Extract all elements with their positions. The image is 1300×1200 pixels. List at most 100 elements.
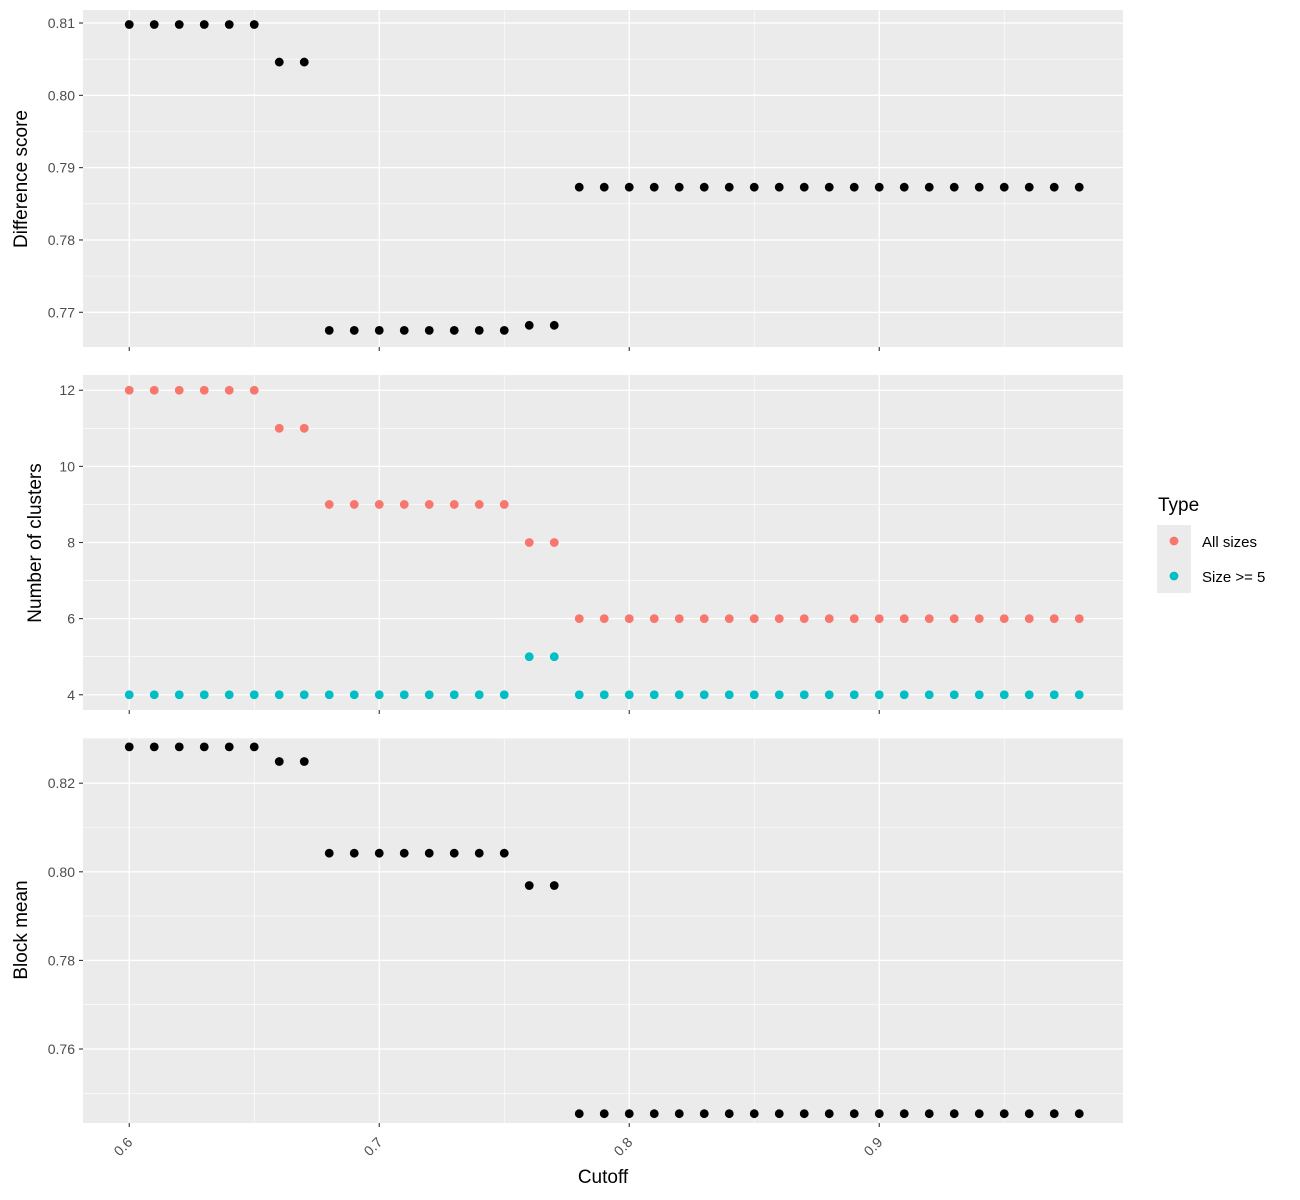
point-block-mean [149, 742, 159, 752]
point-all-sizes [724, 614, 734, 624]
point-difference-score [849, 182, 859, 192]
point-block-mean [474, 848, 484, 858]
point-all-sizes [274, 423, 284, 433]
point-block-mean [699, 1109, 709, 1119]
point-difference-score [699, 182, 709, 192]
y-tick-label: 0.77 [48, 304, 75, 320]
point-difference-score [549, 320, 559, 330]
point-difference-score [724, 182, 734, 192]
point-size-5 [199, 690, 209, 700]
point-size-5 [549, 652, 559, 662]
point-all-sizes [649, 614, 659, 624]
point-difference-score [424, 325, 434, 335]
point-size-5 [874, 690, 884, 700]
point-block-mean [249, 742, 259, 752]
point-size-5 [274, 690, 284, 700]
y-axis-title-difference-score: Difference score [11, 110, 32, 248]
point-block-mean [999, 1109, 1009, 1119]
point-difference-score [824, 182, 834, 192]
point-size-5 [149, 690, 159, 700]
point-all-sizes [399, 500, 409, 509]
point-all-sizes [424, 500, 434, 509]
y-tick-label: 0.79 [48, 160, 75, 176]
legend-key-all-sizes [1169, 536, 1179, 546]
point-block-mean [549, 881, 559, 890]
point-all-sizes [349, 500, 359, 509]
point-difference-score [474, 325, 484, 335]
point-size-5 [324, 690, 334, 700]
point-all-sizes [874, 614, 884, 624]
point-difference-score [749, 182, 759, 192]
point-difference-score [774, 182, 784, 192]
point-size-5 [899, 690, 909, 700]
y-axis-title-number-of-clusters: Number of clusters [25, 463, 46, 622]
point-difference-score [299, 57, 309, 67]
point-difference-score [349, 325, 359, 335]
point-size-5 [774, 690, 784, 700]
point-block-mean [199, 742, 209, 752]
point-difference-score [174, 20, 184, 29]
point-size-5 [1074, 690, 1084, 700]
y-axis-title-block-mean: Block mean [11, 880, 32, 979]
point-all-sizes [824, 614, 834, 624]
point-difference-score [124, 20, 134, 29]
point-difference-score [449, 325, 459, 335]
point-difference-score [1074, 182, 1084, 192]
point-block-mean [774, 1109, 784, 1119]
y-tick-label: 0.80 [48, 87, 75, 103]
point-block-mean [574, 1109, 584, 1119]
point-size-5 [349, 690, 359, 700]
point-block-mean [374, 848, 384, 858]
y-tick-label: 0.78 [48, 952, 75, 968]
point-difference-score [274, 57, 284, 67]
point-block-mean [1074, 1109, 1084, 1119]
y-tick-label: 6 [67, 611, 75, 627]
point-block-mean [324, 848, 334, 858]
point-all-sizes [149, 385, 159, 395]
point-all-sizes [124, 385, 134, 395]
point-block-mean [399, 848, 409, 858]
point-block-mean [674, 1109, 684, 1119]
y-tick-label: 4 [67, 687, 75, 703]
point-difference-score [649, 182, 659, 192]
point-block-mean [1024, 1109, 1034, 1119]
point-size-5 [299, 690, 309, 700]
point-size-5 [374, 690, 384, 700]
point-size-5 [674, 690, 684, 700]
point-size-5 [474, 690, 484, 700]
point-all-sizes [674, 614, 684, 624]
point-size-5 [224, 690, 234, 700]
point-all-sizes [474, 500, 484, 509]
point-all-sizes [999, 614, 1009, 624]
point-all-sizes [599, 614, 609, 624]
point-difference-score [999, 182, 1009, 192]
point-size-5 [974, 690, 984, 700]
point-block-mean [749, 1109, 759, 1119]
point-difference-score [899, 182, 909, 192]
point-difference-score [949, 182, 959, 192]
point-block-mean [799, 1109, 809, 1119]
legend: Type All sizes Size >= 5 [1157, 495, 1265, 593]
point-all-sizes [324, 500, 334, 509]
panel-background-difference-score [83, 10, 1123, 347]
point-difference-score [524, 320, 534, 330]
panel-number-of-clusters: 4 6 8 10 12 [59, 375, 1123, 714]
point-block-mean [724, 1109, 734, 1119]
point-all-sizes [224, 385, 234, 395]
legend-label-all-sizes: All sizes [1202, 534, 1257, 551]
point-block-mean [649, 1109, 659, 1119]
point-size-5 [599, 690, 609, 700]
point-all-sizes [1024, 614, 1034, 624]
point-block-mean [899, 1109, 909, 1119]
point-difference-score [224, 20, 234, 29]
point-all-sizes [299, 423, 309, 433]
point-difference-score [399, 325, 409, 335]
point-difference-score [874, 182, 884, 192]
panel-block-mean: 0.760.780.800.820.6 0.7 0.8 0.9 [48, 738, 1123, 1159]
point-size-5 [174, 690, 184, 700]
point-all-sizes [924, 614, 934, 624]
panel-difference-score: 0.77 0.78 0.79 0.80 0.81 [48, 10, 1123, 351]
point-size-5 [1024, 690, 1034, 700]
point-all-sizes [499, 500, 509, 509]
